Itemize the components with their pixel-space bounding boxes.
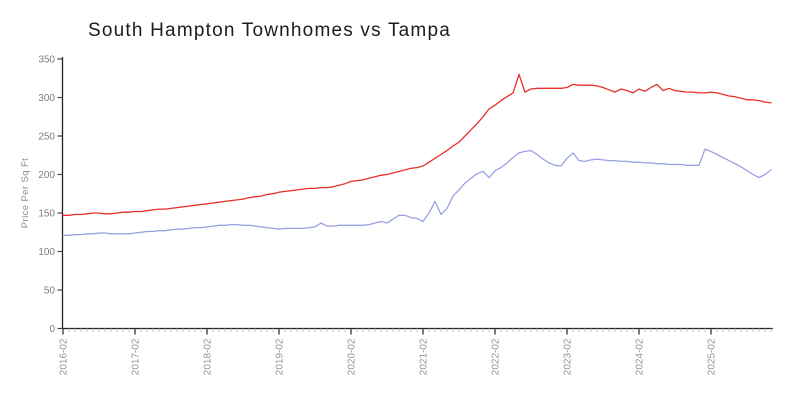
y-tick-label: 100 bbox=[38, 247, 55, 258]
y-axis-label: Price Per Sq Ft bbox=[20, 158, 31, 228]
y-tick-label: 350 bbox=[38, 55, 55, 66]
x-tick-label: 2023-02 bbox=[563, 338, 574, 375]
x-tick-label: 2024-02 bbox=[635, 338, 646, 375]
x-tick-label: 2016-02 bbox=[59, 338, 70, 375]
x-tick-label: 2025-02 bbox=[707, 338, 718, 375]
y-tick-label: 150 bbox=[38, 209, 55, 220]
axes-layer: 0 50 100 150 200 250 300 350 2016-02 2017-02 2018-… bbox=[38, 55, 773, 375]
x-tick-label: 2019-02 bbox=[275, 338, 286, 375]
series-layer bbox=[62, 73, 772, 236]
y-tick-label: 0 bbox=[49, 324, 55, 335]
y-tick-label: 200 bbox=[38, 170, 55, 181]
x-tick-label: 2021-02 bbox=[419, 338, 430, 375]
x-tick-label: 2018-02 bbox=[203, 338, 214, 375]
chart-title: South Hampton Townhomes vs Tampa bbox=[88, 20, 451, 41]
y-tick-label: 50 bbox=[44, 286, 56, 297]
x-tick-label: 2022-02 bbox=[491, 338, 502, 375]
x-tick-label: 2020-02 bbox=[347, 338, 358, 375]
y-tick-label: 250 bbox=[38, 132, 55, 143]
series-line-blue bbox=[62, 148, 772, 236]
x-tick-label: 2017-02 bbox=[131, 338, 142, 375]
y-tick-label: 300 bbox=[38, 93, 55, 104]
series-line-red bbox=[62, 73, 772, 216]
